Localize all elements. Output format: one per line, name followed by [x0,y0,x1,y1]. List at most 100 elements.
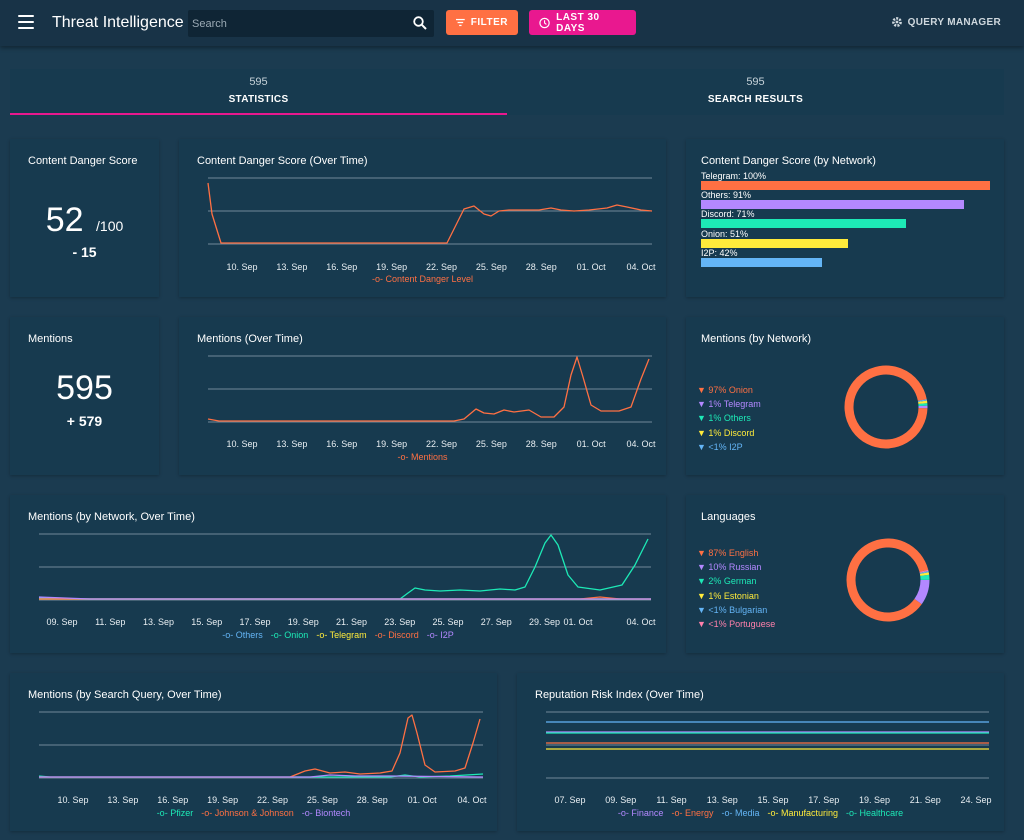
donut-legend-item[interactable]: ▼ 97% Onion [697,385,753,395]
legend-item[interactable]: -o- Manufacturing [767,808,839,818]
x-tick-label: 11. Sep [656,795,687,805]
legend-item[interactable]: -o- Biontech [301,808,351,818]
mentions-network-time-chart [38,533,651,601]
legend-item-content-danger[interactable]: -o- Content Danger Level [371,274,474,284]
donut-legend[interactable]: ▼ 97% Onion ▼ 1% Telegram ▼ 1% Others ▼ 1% … [697,383,761,454]
donut-legend-item[interactable]: ▼ 10% Russian [697,562,762,573]
x-tick-label: 22. Sep [256,795,289,805]
x-tick-label: 07. Sep [554,795,586,805]
mentions-delta: + 579 [66,413,103,429]
mentions-network-donut [844,365,928,449]
network-bar[interactable] [701,219,907,229]
x-tick-label: 28. Sep [525,262,557,272]
donut-legend-item[interactable]: ▼ 87% English [697,548,759,558]
network-bar[interactable] [701,200,964,210]
card-title: Mentions (by Network, Over Time) [28,511,195,523]
x-tick-label: 19. Sep [287,617,319,627]
donut-segment[interactable] [844,365,928,449]
x-tick-label: 19. Sep [207,795,239,805]
legend-label: Mentions [410,452,448,462]
x-tick-label: 21. Sep [909,795,941,805]
card-title: Mentions (by Search Query, Over Time) [28,689,222,701]
chart-legend[interactable]: -o- Finance -o- Energy -o- Media -o- Manufa… [517,808,1004,818]
x-tick-label: 04. Oct [626,617,656,627]
x-tick-label: 16. Sep [326,262,358,272]
donut-legend-item[interactable]: ▼ <1% Portuguese [697,619,776,630]
hamburger-menu-icon[interactable] [18,15,34,29]
search-box[interactable] [188,10,434,37]
search-input[interactable] [188,10,408,37]
legend-item[interactable]: -o- Finance [617,808,664,818]
x-tick-label: 17. Sep [808,795,840,805]
card-title: Mentions [28,333,73,345]
x-tick-label: 28. Sep [356,795,388,805]
x-tick-label: 10. Sep [226,439,258,449]
tab-label: SEARCH RESULTS [707,94,804,105]
legend-item[interactable]: -o- Healthcare [846,808,904,818]
x-tick-label: 19. Sep [376,262,408,272]
legend-item[interactable]: -o- Discord [374,630,419,640]
donut-legend-item[interactable]: ▼ 1% Others [697,413,751,424]
bar-label: Telegram: 100% [701,171,767,181]
query-manager-button[interactable]: QUERY MANAGER [891,16,1001,28]
legend-item[interactable]: -o- Energy [671,808,714,818]
legend-item[interactable]: -o- Johnson & Johnson [201,808,294,818]
chart-legend[interactable]: -o- Content Danger Level [179,274,666,284]
legend-item[interactable]: -o- Telegram [316,630,367,640]
legend-item[interactable]: -o- Media [721,808,760,818]
chart-legend[interactable]: -o- Pfizer -o- Johnson & Johnson -o- Biont… [10,808,497,818]
donut-segment[interactable] [846,538,929,622]
donut-legend-item[interactable]: ▼ <1% Bulgarian [697,604,768,615]
network-bar[interactable] [701,238,849,248]
search-icon[interactable] [412,15,428,31]
x-tick-label: 09. Sep [605,795,637,805]
x-tick-label: 01. Oct [563,617,593,627]
donut-legend-item[interactable]: ▼ 1% Discord [697,427,755,438]
donut-legend-item[interactable]: ▼ 2% German [697,576,757,587]
x-tick-label: 25. Sep [475,262,507,272]
chart-legend[interactable]: -o- Mentions [179,452,666,462]
bar-label: Discord: 71% [701,209,755,220]
card-title: Mentions (by Network) [701,333,812,345]
legend-item[interactable]: -o- Others [222,630,263,640]
mentions-over-time-chart [207,355,652,423]
x-tick-label: 19. Sep [858,795,891,805]
x-tick-label: 25. Sep [306,795,338,805]
danger-score-value: 52 /100 [10,201,159,240]
x-tick-label: 17. Sep [239,617,271,627]
tab-search-results[interactable]: 595 SEARCH RESULTS [507,69,1004,115]
tab-bar: 595 STATISTICS 595 SEARCH RESULTS [10,69,1004,115]
date-range-button[interactable]: LAST 30 DAYS [529,10,636,35]
x-tick-label: 04. Oct [626,439,656,449]
tab-statistics[interactable]: 595 STATISTICS [10,69,507,115]
x-tick-label: 22. Sep [425,262,458,272]
app-title: Threat Intelligence [52,14,184,31]
donut-legend[interactable]: ▼ 87% English ▼ 10% Russian ▼ 2% German ▼ 1… [697,546,775,631]
network-bar[interactable] [701,257,823,267]
donut-segment[interactable] [914,579,930,605]
search-query-time-chart [38,711,484,779]
filter-button[interactable]: FILTER [446,10,518,35]
tab-label: STATISTICS [228,94,289,105]
x-tick-label: 15. Sep [757,795,789,805]
legend-item[interactable]: -o- I2P [426,630,454,640]
network-bar[interactable] [701,181,990,190]
mentions-by-network-card: Mentions (by Network) ▼ 97% Onion ▼ 1% Te… [686,317,1004,475]
chart-legend[interactable]: -o- Others -o- Onion -o- Telegram -o- Disco… [10,630,666,640]
donut-legend-item[interactable]: ▼ 1% Estonian [697,590,759,601]
donut-legend-item[interactable]: ▼ 1% Telegram [697,399,761,410]
x-tick-label: 11. Sep [95,617,126,627]
tab-count: 595 [249,76,268,88]
card-title: Content Danger Score [28,155,138,167]
search-query-time-card: Mentions (by Search Query, Over Time) 10… [10,673,497,831]
languages-donut [846,538,930,622]
x-tick-label: 22. Sep [425,439,458,449]
filter-button-label: FILTER [470,17,508,28]
legend-item[interactable]: -o- Onion [270,630,309,640]
tab-count: 595 [746,76,765,88]
bar-label: I2P: 42% [701,247,738,258]
legend-item-mentions[interactable]: -o- Mentions [397,452,448,462]
x-tick-label: 29. Sep [528,617,561,627]
donut-legend-item[interactable]: ▼ <1% I2P [697,441,743,452]
legend-item[interactable]: -o- Pfizer [156,808,194,818]
